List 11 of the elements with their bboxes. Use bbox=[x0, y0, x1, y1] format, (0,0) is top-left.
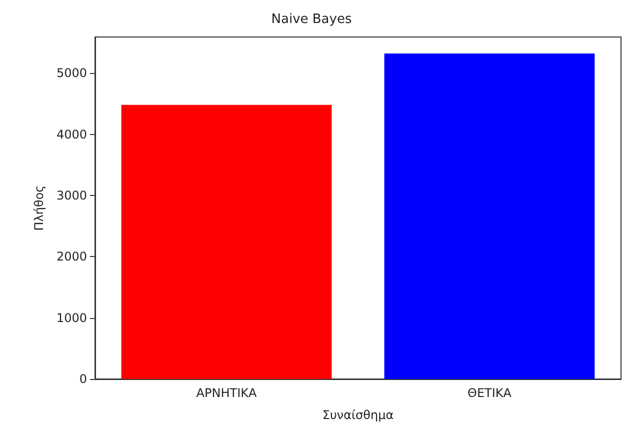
y-axis-title: Πλήθος bbox=[32, 185, 46, 231]
x-tick-label: ΑΡΝΗΤΙΚΑ bbox=[196, 386, 258, 400]
y-tick-label: 4000 bbox=[56, 127, 87, 142]
x-tick-label: ΘΕΤΙΚΑ bbox=[468, 386, 512, 400]
y-tick-label: 2000 bbox=[56, 250, 87, 264]
y-tick-label: 3000 bbox=[56, 188, 87, 202]
x-axis-title: Συναίσθημα bbox=[322, 408, 394, 422]
y-tick-label: 1000 bbox=[56, 310, 87, 325]
chart-title: Naive Bayes bbox=[271, 12, 352, 27]
y-tick-label: 0 bbox=[79, 372, 87, 386]
y-tick-label: 5000 bbox=[56, 66, 87, 80]
